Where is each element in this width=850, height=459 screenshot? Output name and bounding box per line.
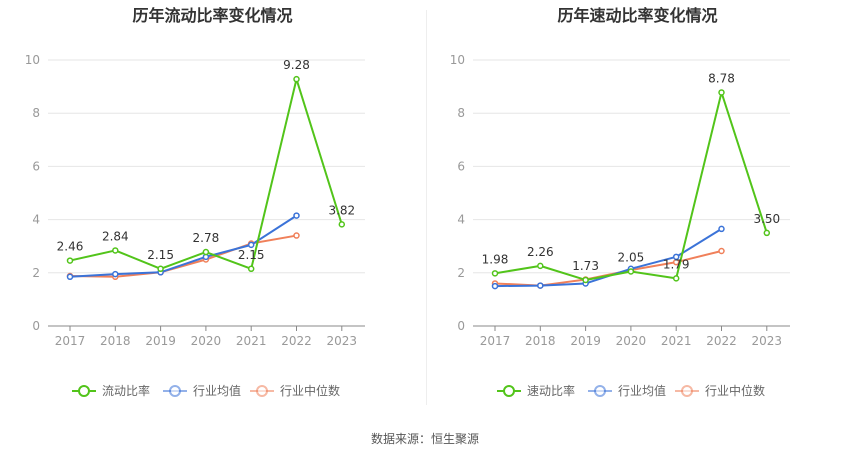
data-point <box>537 262 544 270</box>
x-tick-label: 2018 <box>100 334 131 348</box>
x-tick-label: 2022 <box>706 334 737 348</box>
data-point <box>537 282 544 289</box>
x-tick-label: 2023 <box>752 334 783 348</box>
y-tick-label: 4 <box>32 213 40 227</box>
data-point <box>247 265 255 273</box>
chart-title: 历年速动比率变化情况 <box>557 6 718 25</box>
legend-label: 行业中位数 <box>280 383 340 398</box>
data-label: 3.82 <box>328 203 355 217</box>
data-label: 1.73 <box>572 259 599 273</box>
legend-marker <box>78 385 90 397</box>
quick-ratio-chart-panel: 历年速动比率变化情况 0 2 4 6 8 10 2017 2018 2019 2020 2021 20… <box>425 0 850 420</box>
legend-label: 速动比率 <box>527 383 575 398</box>
series-line <box>69 234 297 278</box>
data-label: 2.84 <box>102 229 129 243</box>
data-point <box>491 270 499 277</box>
data-label: 2.15 <box>238 248 265 262</box>
data-point <box>247 241 255 249</box>
data-point <box>293 232 300 239</box>
data-label: 8.78 <box>708 71 735 85</box>
data-label: 2.26 <box>527 245 554 259</box>
y-tick-label: 2 <box>32 266 40 280</box>
current-ratio-chart: 0 2 4 6 8 10 2017 2018 2019 2020 2021 2022 2023 2.46 2… <box>25 53 365 398</box>
legend-item[interactable]: 行业中位数 <box>250 383 340 398</box>
y-tick-label: 0 <box>32 319 40 333</box>
data-point <box>112 247 119 254</box>
legend-label: 流动比率 <box>102 383 150 398</box>
data-point <box>627 268 635 275</box>
data-point <box>718 247 725 255</box>
legend-item[interactable]: 速动比率 <box>497 383 575 398</box>
data-point <box>672 275 680 282</box>
chart-title: 历年流动比率变化情况 <box>132 6 293 25</box>
y-tick-label: 6 <box>457 159 465 173</box>
data-label: 9.28 <box>283 58 310 72</box>
data-label: 2.78 <box>193 231 220 245</box>
legend-label: 行业均值 <box>618 383 666 398</box>
legend-marker <box>594 385 606 397</box>
y-tick-label: 4 <box>457 213 465 227</box>
legend-item[interactable]: 行业均值 <box>588 383 666 398</box>
y-tick-label: 2 <box>457 266 465 280</box>
y-tick-label: 0 <box>457 319 465 333</box>
data-source-footer: 数据来源：恒生聚源 <box>370 432 479 446</box>
data-point <box>763 229 771 237</box>
quick-ratio-chart: 0 2 4 6 8 10 2017 2018 2019 2020 2021 2022 2023 1.98 2… <box>450 53 790 398</box>
x-tick-label: 2018 <box>525 334 556 348</box>
legend-label: 行业均值 <box>193 383 241 398</box>
data-label: 2.15 <box>147 248 174 262</box>
x-tick-label: 2023 <box>327 334 358 348</box>
data-label: 1.79 <box>663 257 690 271</box>
x-tick-label: 2017 <box>55 334 86 348</box>
data-point <box>157 265 164 273</box>
data-point <box>112 270 119 278</box>
x-tick-label: 2019 <box>570 334 601 348</box>
y-tick-label: 6 <box>32 159 40 173</box>
data-label: 3.50 <box>753 212 780 226</box>
data-point <box>338 221 346 228</box>
x-tick-label: 2017 <box>480 334 511 348</box>
data-label: 1.98 <box>482 252 509 266</box>
panel-divider <box>426 10 427 405</box>
legend-marker <box>681 385 693 397</box>
x-tick-label: 2021 <box>236 334 267 348</box>
current-ratio-chart-panel: 历年流动比率变化情况 0 2 4 6 8 10 2017 2018 2019 2020 2021 20… <box>0 0 425 420</box>
data-point <box>672 253 680 261</box>
x-tick-label: 2020 <box>191 334 222 348</box>
data-label: 2.05 <box>618 250 645 264</box>
legend-item[interactable]: 行业中位数 <box>675 383 765 398</box>
y-tick-label: 10 <box>450 53 465 67</box>
data-point <box>202 248 210 256</box>
legend-marker <box>169 385 181 397</box>
data-point <box>293 75 300 83</box>
data-point <box>718 225 725 233</box>
legend-marker <box>503 385 515 397</box>
legend-item[interactable]: 流动比率 <box>72 383 150 398</box>
y-tick-label: 10 <box>25 53 40 67</box>
legend-item[interactable]: 行业均值 <box>163 383 241 398</box>
y-tick-label: 8 <box>32 106 40 120</box>
y-tick-label: 8 <box>457 106 465 120</box>
x-tick-label: 2021 <box>661 334 692 348</box>
data-label: 2.46 <box>57 240 84 254</box>
x-tick-label: 2022 <box>281 334 312 348</box>
legend-marker <box>256 385 268 397</box>
data-point <box>293 212 300 219</box>
data-point <box>66 257 74 264</box>
legend-label: 行业中位数 <box>705 383 765 398</box>
x-tick-label: 2020 <box>616 334 647 348</box>
x-tick-label: 2019 <box>145 334 176 348</box>
data-point <box>491 282 499 290</box>
data-point <box>582 276 589 284</box>
data-point <box>718 89 725 96</box>
data-point <box>66 273 74 281</box>
